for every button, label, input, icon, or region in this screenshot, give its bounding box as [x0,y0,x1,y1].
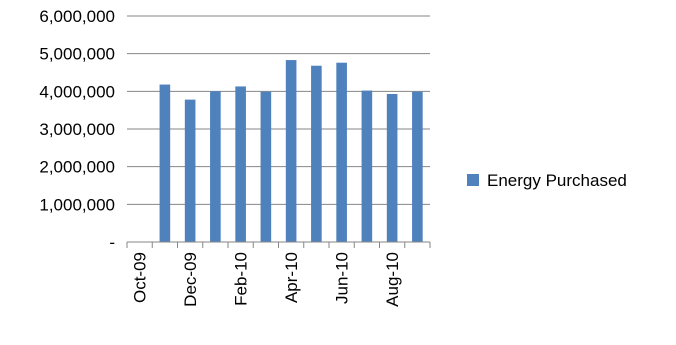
bars [159,60,423,243]
y-tick-label-6: 6,000,000 [39,7,115,26]
legend: Energy Purchased [467,171,627,190]
bar-apr-10 [285,60,297,242]
y-tick-label-5: 5,000,000 [39,45,115,64]
x-tick-label-dec-09: Dec-09 [181,252,200,307]
bar-mar-10 [260,91,272,243]
bar-feb-10 [235,86,246,242]
y-tick-label-0: - [109,233,115,252]
x-tick-label-jun-10: Jun-10 [333,252,352,304]
y-tick-label-4: 4,000,000 [39,82,115,101]
bar-jan-10 [210,91,221,242]
x-tick-label-apr-10: Apr-10 [282,252,301,303]
y-axis-tick-labels: - 1,000,000 2,000,000 3,000,000 4,000,000 5,0… [39,7,115,252]
x-tick-label-aug-10: Aug-10 [383,252,402,307]
x-axis-tick-labels: Oct-09 Dec-09 Feb-10 Apr-10 Jun-10 Aug-10 [131,252,403,307]
bar-may-10 [311,65,322,242]
legend-swatch [467,174,479,186]
bar-sep-10 [412,91,423,243]
bar-jul-10 [361,90,373,242]
x-tick-label-feb-10: Feb-10 [232,252,251,306]
bar-jun-10 [336,62,347,242]
x-tick-label-oct-09: Oct-09 [131,252,150,303]
bar-aug-10 [386,93,398,242]
legend-label-energy-purchased: Energy Purchased [487,171,627,190]
bar-dec-09 [184,99,196,243]
bar-nov-09 [159,84,171,242]
y-tick-label-3: 3,000,000 [39,120,115,139]
x-axis-tick-marks [126,242,431,248]
gridlines [127,15,430,205]
y-tick-label-1: 1,000,000 [39,195,115,214]
y-tick-label-2: 2,000,000 [39,158,115,177]
